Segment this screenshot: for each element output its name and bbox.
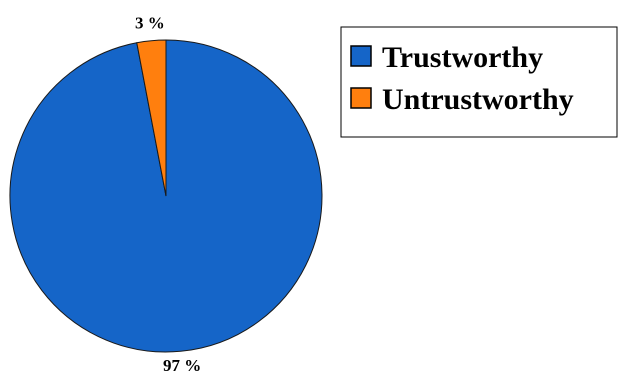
pie-slices bbox=[9, 39, 323, 353]
legend-swatch-untrustworthy bbox=[350, 87, 372, 109]
value-label-untrustworthy: 3 % bbox=[135, 14, 165, 33]
legend-swatch-trustworthy bbox=[350, 45, 372, 67]
legend-label-untrustworthy: Untrustworthy bbox=[382, 83, 574, 116]
legend-frame bbox=[340, 26, 618, 138]
legend-label-trustworthy: Trustworthy bbox=[382, 41, 543, 74]
legend: Trustworthy Untrustworthy bbox=[340, 26, 618, 138]
value-label-trustworthy: 97 % bbox=[163, 356, 201, 375]
pie-value-labels: 97 % 3 % bbox=[135, 14, 201, 375]
pie-slice-untrustworthy bbox=[136, 39, 167, 197]
